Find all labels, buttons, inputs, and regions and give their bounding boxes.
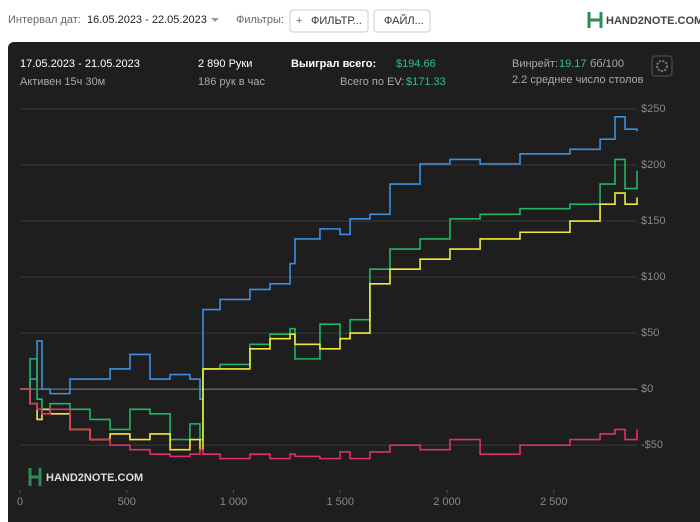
y-tick-label: $150 <box>641 215 665 227</box>
ev-value: $171.33 <box>406 76 446 88</box>
hands-per-hour: 186 рук в час <box>198 76 266 88</box>
settings-button[interactable] <box>651 55 673 77</box>
series-line <box>20 158 638 441</box>
x-tick-label: 2 000 <box>433 496 461 508</box>
filters-label: Фильтры: <box>236 14 284 26</box>
filter-button[interactable] <box>289 9 369 33</box>
plus-icon: + <box>296 15 302 27</box>
period: 17.05.2023 - 21.05.2023 <box>20 58 140 70</box>
file-button-text[interactable]: ФАЙЛ... <box>384 14 424 27</box>
y-tick-label: $200 <box>641 159 665 171</box>
winrate-value: 19.17 <box>559 58 587 70</box>
active: Активен 15ч 30м <box>20 76 105 88</box>
hands: 2 890 Руки <box>198 58 252 70</box>
y-tick-label: $50 <box>641 327 659 339</box>
logo: HAND2NOTE.COM <box>606 15 700 27</box>
winrate-label: Винрейт: <box>512 58 558 70</box>
x-tick-label: 500 <box>118 496 136 508</box>
series-line <box>20 388 638 460</box>
dropdown-arrow[interactable] <box>211 18 219 22</box>
x-tick-label: 1 000 <box>220 496 248 508</box>
won-label: Выиграл всего: <box>291 58 376 70</box>
date-label: Интервал дат: <box>8 14 81 26</box>
x-tick-label: 1 500 <box>326 496 354 508</box>
x-tick-label: 0 <box>17 496 23 508</box>
winrate-unit: бб/100 <box>590 58 624 70</box>
ev-label: Всего по EV: <box>340 76 404 88</box>
x-tick-label: 2 500 <box>540 496 568 508</box>
date-range[interactable]: 16.05.2023 - 22.05.2023 <box>87 14 207 26</box>
series-line <box>20 116 638 401</box>
won-value: $194.66 <box>396 58 436 70</box>
y-tick-label: $250 <box>641 103 665 115</box>
logo-icon <box>587 12 603 28</box>
panel <box>8 42 700 522</box>
tables: 2.2 среднее число столов <box>512 74 644 86</box>
file-button[interactable] <box>373 9 431 33</box>
gear-icon[interactable] <box>656 60 668 72</box>
watermark-icon <box>28 468 42 486</box>
y-tick-label: -$50 <box>641 439 663 451</box>
filter-button-text[interactable]: ФИЛЬТР... <box>311 15 362 27</box>
watermark: HAND2NOTE.COM <box>46 472 143 484</box>
y-tick-label: $0 <box>641 383 653 395</box>
y-tick-label: $100 <box>641 271 665 283</box>
